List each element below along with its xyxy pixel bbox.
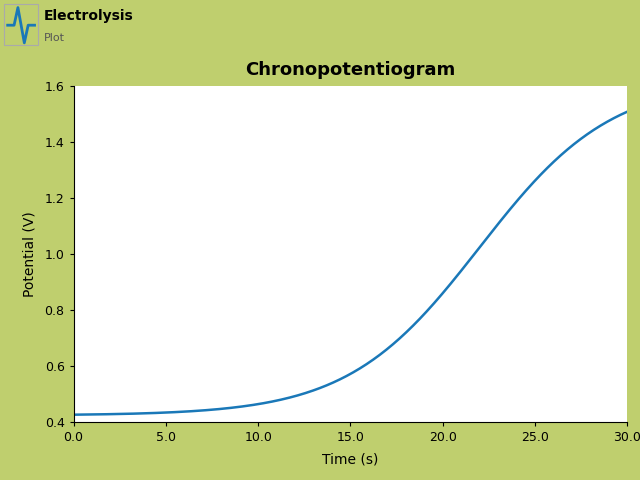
- Y-axis label: Potential (V): Potential (V): [22, 212, 36, 297]
- X-axis label: Time (s): Time (s): [322, 453, 379, 467]
- Title: Chronopotentiogram: Chronopotentiogram: [245, 61, 456, 79]
- Text: Electrolysis: Electrolysis: [44, 9, 133, 23]
- Text: Plot: Plot: [44, 33, 65, 43]
